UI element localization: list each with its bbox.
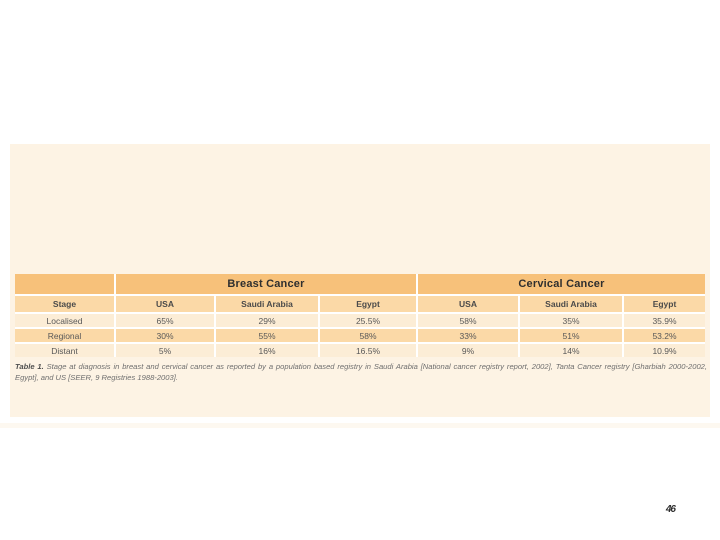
page-number: 46 bbox=[665, 504, 676, 515]
row-localised-breast-saudi: 29% bbox=[216, 314, 318, 327]
row-localised-cervical-saudi: 35% bbox=[520, 314, 622, 327]
column-header-cervical-saudi-arabia: Saudi Arabia bbox=[520, 296, 622, 312]
column-header-cervical-usa: USA bbox=[418, 296, 518, 312]
row-localised-cervical-egypt: 35.9% bbox=[624, 314, 705, 327]
stage-at-diagnosis-table: Breast Cancer Cervical Cancer Stage USA … bbox=[15, 274, 705, 357]
group-header-breast-cancer: Breast Cancer bbox=[116, 274, 416, 294]
row-localised-cervical-usa: 58% bbox=[418, 314, 518, 327]
row-distant-breast-egypt: 16.5% bbox=[320, 344, 416, 357]
row-regional-cervical-usa: 33% bbox=[418, 329, 518, 342]
row-distant-stage: Distant bbox=[15, 344, 114, 357]
row-regional-stage: Regional bbox=[15, 329, 114, 342]
row-regional-breast-egypt: 58% bbox=[320, 329, 416, 342]
row-regional-breast-saudi: 55% bbox=[216, 329, 318, 342]
row-localised-breast-egypt: 25.5% bbox=[320, 314, 416, 327]
column-header-stage: Stage bbox=[15, 296, 114, 312]
table-caption-label: Table 1. bbox=[15, 362, 44, 371]
row-distant-cervical-saudi: 14% bbox=[520, 344, 622, 357]
row-localised-stage: Localised bbox=[15, 314, 114, 327]
row-distant-cervical-usa: 9% bbox=[418, 344, 518, 357]
table-caption-text: Stage at diagnosis in breast and cervica… bbox=[15, 362, 707, 382]
column-header-breast-usa: USA bbox=[116, 296, 214, 312]
group-header-cervical-cancer: Cervical Cancer bbox=[418, 274, 705, 294]
row-distant-breast-saudi: 16% bbox=[216, 344, 318, 357]
column-header-cervical-egypt: Egypt bbox=[624, 296, 705, 312]
row-localised-breast-usa: 65% bbox=[116, 314, 214, 327]
column-header-breast-egypt: Egypt bbox=[320, 296, 416, 312]
row-regional-cervical-egypt: 53.2% bbox=[624, 329, 705, 342]
column-header-breast-saudi-arabia: Saudi Arabia bbox=[216, 296, 318, 312]
table-caption: Table 1. Stage at diagnosis in breast an… bbox=[15, 362, 707, 383]
panel-shadow-stripe bbox=[0, 423, 720, 428]
row-regional-cervical-saudi: 51% bbox=[520, 329, 622, 342]
row-distant-breast-usa: 5% bbox=[116, 344, 214, 357]
row-regional-breast-usa: 30% bbox=[116, 329, 214, 342]
group-header-blank-cell bbox=[15, 274, 114, 294]
row-distant-cervical-egypt: 10.9% bbox=[624, 344, 705, 357]
